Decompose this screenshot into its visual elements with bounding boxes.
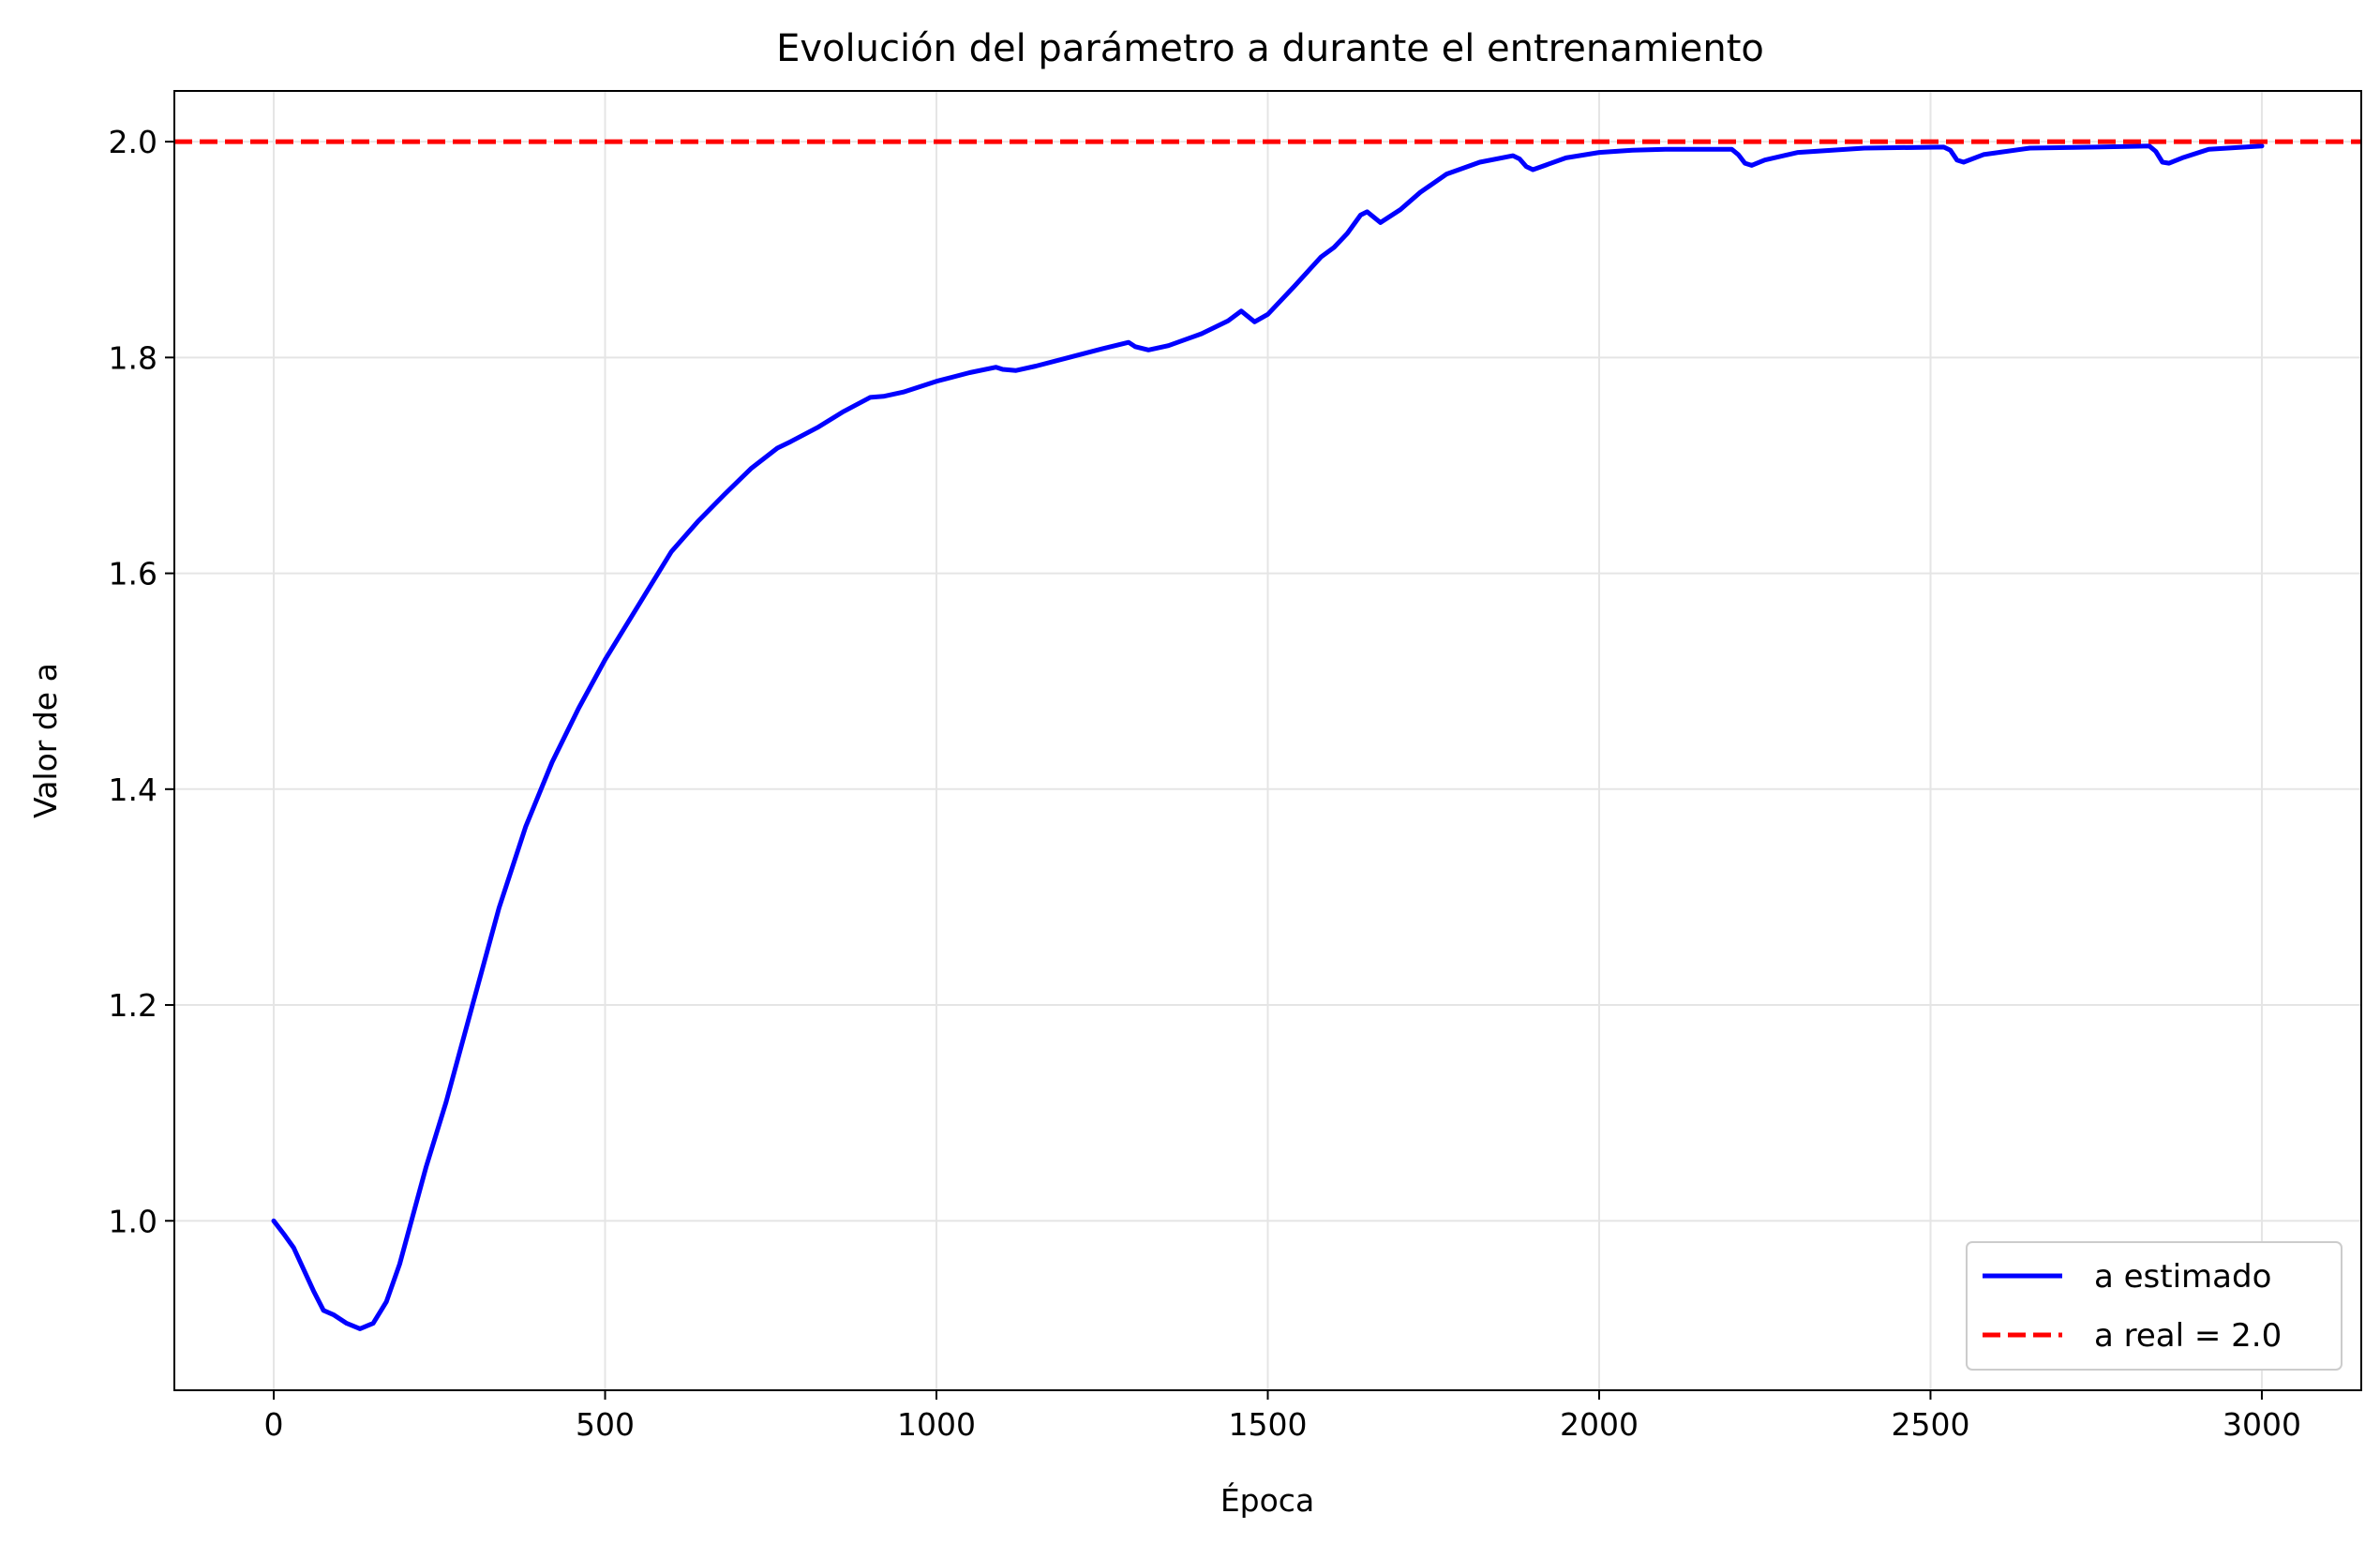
y-tick-label: 1.0	[109, 1203, 157, 1239]
x-tick-label: 1000	[897, 1406, 976, 1443]
x-tick-label: 3000	[2223, 1406, 2301, 1443]
x-axis-ticks: 0 500 1000 1500 2000 2500 3000	[264, 1390, 2301, 1443]
y-tick-label: 1.4	[109, 772, 157, 808]
grid	[174, 91, 2361, 1390]
y-tick-label: 1.2	[109, 987, 157, 1024]
x-axis-title: Época	[1220, 1481, 1314, 1519]
y-axis-ticks: 1.0 1.2 1.4 1.6 1.8 2.0	[109, 124, 174, 1239]
x-tick-label: 0	[264, 1406, 284, 1443]
legend-label-a-estimado: a estimado	[2094, 1258, 2271, 1296]
x-tick-label: 1500	[1229, 1406, 1308, 1443]
legend: a estimado a real = 2.0	[1966, 1241, 2343, 1371]
chart-title: Evolución del parámetro a durante el ent…	[776, 27, 1764, 70]
y-tick-label: 1.8	[109, 339, 157, 376]
x-tick-label: 2500	[1891, 1406, 1969, 1443]
y-tick-label: 1.6	[109, 556, 157, 592]
legend-label-a-real: a real = 2.0	[2094, 1317, 2282, 1355]
x-tick-label: 2000	[1560, 1406, 1639, 1443]
series-line-a-estimado	[271, 143, 2265, 1331]
data-layer	[174, 139, 2361, 1331]
y-tick-label: 2.0	[109, 124, 157, 160]
x-tick-label: 500	[576, 1406, 635, 1443]
y-axis-title: Valor de a	[27, 663, 64, 818]
